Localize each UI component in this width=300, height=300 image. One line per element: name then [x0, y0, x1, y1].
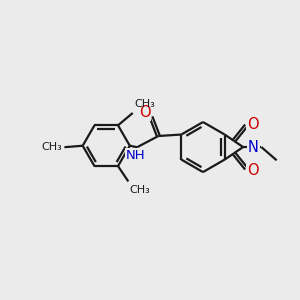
Text: CH₃: CH₃	[130, 185, 151, 195]
Text: N: N	[248, 140, 259, 154]
Text: CH₃: CH₃	[134, 99, 155, 110]
Text: O: O	[247, 116, 259, 131]
Text: O: O	[139, 105, 150, 120]
Text: NH: NH	[126, 149, 146, 162]
Text: O: O	[247, 163, 259, 178]
Text: CH₃: CH₃	[41, 142, 62, 152]
